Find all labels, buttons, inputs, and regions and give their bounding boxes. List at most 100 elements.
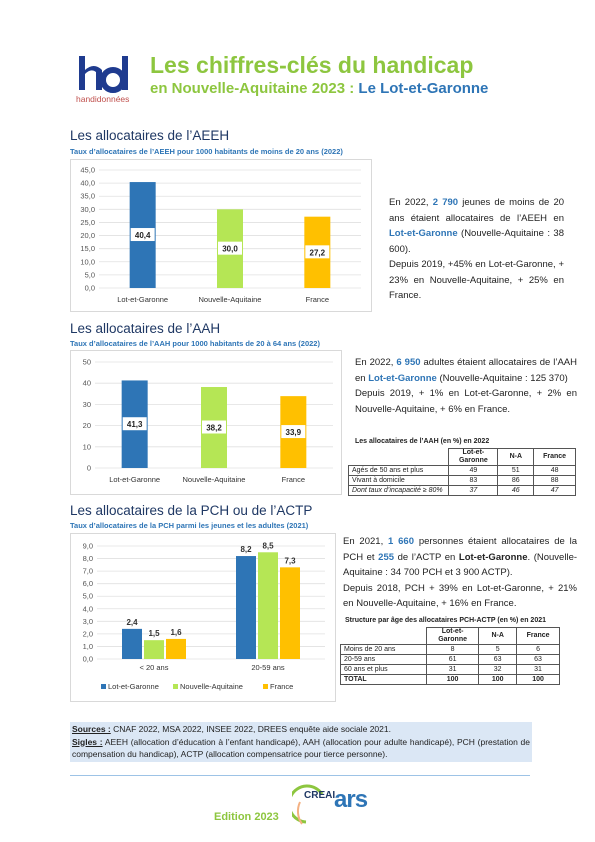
pch-value-label: 1,6 — [170, 628, 182, 637]
pch-bar — [166, 638, 186, 659]
table-cell: 49 — [448, 465, 499, 476]
aeeh-p1a: En 2022, — [389, 197, 429, 208]
pch-p1b: personnes étaient allocataires de la PCH… — [343, 536, 577, 563]
aeeh-ytick: 25,0 — [80, 218, 95, 227]
aah-value-label: 33,9 — [286, 428, 302, 437]
pch-table-caption: Structure par âge des allocataires PCH-A… — [345, 617, 546, 624]
pch-dept: Lot-et-Garonne — [458, 551, 528, 563]
pch-ytick: 3,0 — [83, 617, 93, 626]
aah-text: En 2022, 6 950 adultes étaient allocatai… — [355, 355, 577, 417]
aeeh-xtick: France — [306, 295, 329, 304]
table-cell: 60 ans et plus — [340, 664, 427, 675]
ars-logo-text: ars — [334, 786, 368, 813]
creai-logo-text: CREAI — [304, 790, 336, 801]
table-cell: 51 — [497, 465, 535, 476]
pch-section-title: Les allocataires de la PCH ou de l’ACTP — [70, 503, 313, 518]
table-cell: Dont taux d’incapacité ≥ 80% — [347, 485, 450, 496]
footer-notes: Sources : CNAF 2022, MSA 2022, INSEE 202… — [70, 722, 532, 762]
aeeh-ytick: 40,0 — [80, 179, 95, 188]
table-cell: 83 — [448, 475, 499, 486]
table-header-row: Lot-et-Garonne N-A France — [349, 448, 576, 466]
creai-ars-logo — [287, 784, 324, 825]
pch-ytick: 5,0 — [83, 592, 93, 601]
footer-divider — [70, 775, 530, 776]
table-header-row: Lot-et-Garonne N-A France — [341, 627, 560, 645]
pch-legend-swatch — [263, 684, 268, 689]
pch-value-label: 1,5 — [148, 629, 160, 638]
table-header-cell: France — [533, 448, 576, 466]
pch-bar — [122, 628, 142, 659]
table-cell: 100 — [516, 674, 560, 685]
aeeh-p1b: jeunes de moins de 20 ans étaient alloca… — [389, 197, 565, 224]
aah-p1c: (Nouvelle-Aquitaine : 125 370) — [439, 372, 568, 384]
pch-legend-swatch — [173, 684, 178, 689]
pch-p1c: de l’ACTP en — [397, 551, 456, 563]
subtitle-prefix: en Nouvelle-Aquitaine 2023 : — [150, 80, 355, 97]
pch-bar — [236, 556, 256, 659]
table-cell: 48 — [533, 465, 576, 476]
pch-ytick: 2,0 — [83, 629, 93, 638]
aah-ytick: 0 — [87, 464, 91, 473]
pch-bar — [144, 640, 164, 659]
page-subtitle: en Nouvelle-Aquitaine 2023 : Le Lot-et-G… — [150, 80, 488, 97]
pch-p1a: En 2021, — [343, 536, 384, 547]
logo-subtext: handidonnées — [76, 94, 130, 104]
table-cell: TOTAL — [340, 674, 427, 685]
table-header-cell: France — [516, 627, 560, 645]
aeeh-value-box — [305, 245, 330, 259]
sources-label: Sources : — [72, 724, 111, 734]
aah-section-title: Les allocataires de l’AAH — [70, 321, 221, 336]
pch-ytick: 6,0 — [83, 579, 93, 588]
table-cell: 31 — [516, 664, 560, 675]
table-cell: 100 — [478, 674, 518, 685]
pch-xtick: < 20 ans — [140, 663, 169, 672]
aeeh-section-title: Les allocataires de l’AEEH — [70, 128, 230, 143]
aah-bar-chart: 0 10 20 30 40 50 41,3 Lot-et-Garonne 38,2 Nouvell… — [83, 358, 333, 484]
aeeh-chart: 0,0 5,0 10,0 15,0 20,0 25,0 30,0 35,0 40,0 45,0 40… — [70, 159, 372, 312]
table-header-cell — [349, 449, 449, 466]
aah-xtick: Nouvelle-Aquitaine — [183, 475, 246, 484]
pch-ytick: 7,0 — [83, 567, 93, 576]
aeeh-value-label: 30,0 — [222, 245, 238, 254]
aah-p1b: adultes étaient allocataires de l’AAH en — [355, 357, 578, 384]
partner-logos: CREAI ars — [287, 782, 382, 830]
pch-ytick: 8,0 — [83, 554, 93, 563]
table-cell: Moins de 20 ans — [340, 644, 427, 655]
aah-ytick: 10 — [83, 442, 91, 451]
pch-p1d: . (Nouvelle-Aquitaine : 34 700 PCH et 3 … — [343, 551, 578, 579]
aah-value-box — [122, 417, 147, 431]
table-cell: 6 — [516, 644, 560, 655]
pch-table: Lot-et-Garonne N-A France Moins de 20 ans 8 5… — [340, 627, 560, 685]
aah-xtick: France — [282, 475, 305, 484]
table-cell: 32 — [478, 664, 518, 675]
table-cell: 20-59 ans — [340, 654, 427, 665]
pch-value-label: 2,4 — [126, 618, 138, 627]
aah-value-label: 38,2 — [206, 424, 222, 433]
table-row: Dont taux d’incapacité ≥ 80% 37 46 47 — [347, 485, 576, 496]
table-cell: 61 — [425, 654, 480, 665]
table-cell: 86 — [497, 475, 535, 486]
aah-chart-title: Taux d’allocataires de l’AAH pour 1000 h… — [70, 339, 320, 348]
pch-legend-label: France — [270, 682, 293, 691]
edition-label: Edition 2023 — [214, 811, 279, 823]
table-header-cell: Lot-et-Garonne — [448, 448, 499, 466]
aah-table: Lot-et-Garonne N-A France Agés de 50 ans et… — [347, 448, 576, 496]
aah-dept: Lot-et-Garonne — [368, 372, 437, 384]
aah-value-box — [202, 420, 226, 434]
aah-value-label: 41,3 — [127, 420, 143, 429]
table-cell: 5 — [478, 644, 518, 655]
aah-xtick: Lot-et-Garonne — [109, 475, 160, 484]
aeeh-value-box — [218, 241, 242, 255]
handidonnees-logo: handidonnées — [76, 52, 136, 112]
pch-ytick: 1,0 — [83, 642, 93, 651]
aah-count: 6 950 — [396, 357, 421, 368]
sigles-text: AEEH (allocation d’éducation à l’enfant … — [72, 736, 530, 760]
pch-value-label: 8,2 — [240, 545, 252, 554]
aah-p1a: En 2022, — [355, 357, 394, 368]
aah-ytick: 40 — [83, 379, 91, 388]
table-cell: Agés de 50 ans et plus — [347, 465, 450, 476]
pch-legend-label: Nouvelle-Aquitaine — [180, 682, 243, 691]
pch-ytick: 9,0 — [83, 542, 93, 551]
table-cell: 31 — [425, 664, 480, 675]
pch-count: 1 660 — [388, 536, 414, 547]
